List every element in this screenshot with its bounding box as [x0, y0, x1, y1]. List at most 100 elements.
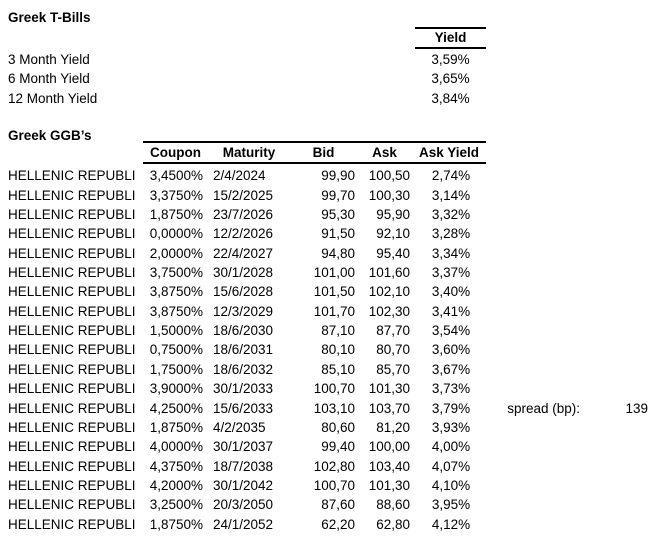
ggb-bond-row: HELLENIC REPUBLI 3,2500% 20/3/2050 87,60 88,… [0, 495, 659, 514]
bond-maturity: 30/1/2033 [213, 381, 274, 397]
tbill-row: 3 Month Yield 3,59% [0, 50, 659, 69]
bond-ask-yield: 3,37% [431, 265, 471, 281]
bond-name: HELLENIC REPUBLI [8, 419, 136, 435]
bond-bid: 99,90 [321, 168, 355, 184]
bond-maturity: 12/3/2029 [213, 303, 274, 319]
bond-maturity: 2/4/2024 [213, 168, 266, 184]
tbill-label: 3 Month Yield [8, 52, 90, 67]
bond-ask-yield: 3,34% [431, 245, 471, 261]
bond-coupon: 3,4500% [149, 168, 203, 184]
bond-maturity: 18/6/2031 [213, 342, 274, 358]
ggb-bond-row: HELLENIC REPUBLI 1,8750% 23/7/2026 95,30 95,… [0, 205, 659, 224]
bond-coupon: 4,2000% [149, 477, 203, 493]
ggb-bond-row: HELLENIC REPUBLI 3,3750% 15/2/2025 99,70 100… [0, 186, 659, 205]
bond-ask: 80,70 [376, 342, 410, 358]
bond-maturity: 20/3/2050 [213, 497, 274, 513]
bond-bid: 94,80 [321, 245, 355, 261]
bond-name: HELLENIC REPUBLI [8, 245, 136, 261]
column-header-coupon: Coupon [150, 145, 201, 160]
bond-coupon: 4,3750% [149, 458, 203, 474]
bond-ask: 95,40 [376, 245, 410, 261]
bond-ask: 100,00 [368, 439, 410, 455]
bond-name: HELLENIC REPUBLI [8, 477, 136, 493]
bond-bid: 80,10 [321, 342, 355, 358]
bond-ask-yield: 3,93% [431, 419, 471, 435]
column-header-bid: Bid [312, 145, 335, 160]
bond-maturity: 15/6/2033 [213, 400, 274, 416]
bond-ask: 62,80 [376, 516, 410, 532]
bond-ask-yield: 3,79% [431, 400, 471, 416]
bond-maturity: 24/1/2052 [213, 516, 274, 532]
bond-ask: 103,70 [368, 400, 410, 416]
bond-coupon: 1,7500% [149, 361, 203, 377]
tbill-yield-value: 3,84% [431, 90, 470, 106]
bond-coupon: 4,2500% [149, 400, 203, 416]
bond-coupon: 3,3750% [149, 187, 203, 203]
ggb-header-row: Coupon Maturity Bid Ask Ask Yield [143, 141, 486, 164]
bond-ask-yield: 3,73% [431, 381, 471, 397]
bond-ask: 81,20 [376, 419, 410, 435]
ggb-bond-row: HELLENIC REPUBLI 3,4500% 2/4/2024 99,90 100,… [0, 166, 659, 185]
ggb-bond-row: HELLENIC REPUBLI 2,0000% 22/4/2027 94,80 95,… [0, 244, 659, 263]
tbill-label: 6 Month Yield [8, 71, 90, 87]
bond-maturity: 18/6/2032 [213, 361, 274, 377]
tbill-row: 6 Month Yield 3,65% [0, 69, 659, 88]
bond-ask-yield: 3,95% [431, 497, 471, 513]
bond-ask-yield: 3,14% [431, 187, 471, 203]
bond-coupon: 3,8750% [149, 303, 203, 319]
column-header-ask-yield: Ask Yield [418, 145, 480, 160]
spread-value: 139 [625, 400, 648, 416]
bond-coupon: 0,7500% [149, 342, 203, 358]
bond-bid: 101,50 [313, 284, 355, 300]
ggb-bond-row: HELLENIC REPUBLI 3,8750% 12/3/2029 101,70 10… [0, 302, 659, 321]
bond-name: HELLENIC REPUBLI [8, 342, 136, 358]
bond-bid: 91,50 [321, 226, 355, 242]
bond-ask: 100,30 [368, 187, 410, 203]
bond-bid: 87,60 [321, 497, 355, 513]
bond-ask-yield: 3,32% [431, 207, 471, 222]
ggb-bond-row: HELLENIC REPUBLI 1,5000% 18/6/2030 87,10 87,… [0, 321, 659, 340]
bond-bid: 101,70 [313, 303, 355, 319]
bond-ask-yield: 3,67% [431, 361, 471, 377]
bond-coupon: 3,8750% [149, 284, 203, 300]
bond-name: HELLENIC REPUBLI [8, 381, 136, 397]
bond-bid: 87,10 [321, 323, 355, 339]
bond-maturity: 30/1/2037 [213, 439, 274, 455]
ggb-bond-row: HELLENIC REPUBLI 1,8750% 24/1/2052 62,20 62,… [0, 515, 659, 534]
ggb-bond-row: HELLENIC REPUBLI 3,7500% 30/1/2028 101,00 10… [0, 263, 659, 282]
bond-coupon: 1,8750% [149, 419, 203, 435]
bond-ask: 85,70 [376, 361, 410, 377]
bond-ask-yield: 2,74% [431, 168, 471, 184]
bond-bid: 100,70 [313, 381, 355, 397]
bond-maturity: 4/2/2035 [213, 419, 266, 435]
bond-maturity: 30/1/2028 [213, 265, 274, 281]
ggb-section-title: Greek GGB’s [8, 128, 92, 143]
ggb-bond-row: HELLENIC REPUBLI 4,3750% 18/7/2038 102,80 10… [0, 457, 659, 476]
bond-ask-yield: 4,10% [431, 477, 471, 493]
ggb-bond-row: HELLENIC REPUBLI 4,0000% 30/1/2037 99,40 100… [0, 437, 659, 456]
tbill-yield-value: 3,59% [431, 52, 470, 67]
bond-name: HELLENIC REPUBLI [8, 458, 136, 474]
tbill-yield-value: 3,65% [431, 71, 470, 87]
bond-ask-yield: 4,00% [431, 439, 471, 455]
ggb-bond-row: HELLENIC REPUBLI 3,8750% 15/6/2028 101,50 10… [0, 282, 659, 301]
bond-name: HELLENIC REPUBLI [8, 361, 136, 377]
bond-ask: 88,60 [376, 497, 410, 513]
ggb-bond-row: HELLENIC REPUBLI 1,7500% 18/6/2032 85,10 85,… [0, 360, 659, 379]
bond-ask: 87,70 [376, 323, 410, 339]
bond-bid: 99,70 [321, 187, 355, 203]
bond-ask-yield: 4,12% [431, 516, 471, 532]
bond-ask-yield: 3,40% [431, 284, 471, 300]
bond-bid: 95,30 [321, 207, 355, 222]
bond-maturity: 18/7/2038 [213, 458, 274, 474]
ggb-bond-row: HELLENIC REPUBLI 1,8750% 4/2/2035 80,60 81,2… [0, 418, 659, 437]
bond-ask-yield: 4,07% [431, 458, 471, 474]
bond-coupon: 1,8750% [149, 516, 203, 532]
bond-name: HELLENIC REPUBLI [8, 168, 136, 184]
bond-bid: 85,10 [321, 361, 355, 377]
ggb-bond-row: HELLENIC REPUBLI 0,0000% 12/2/2026 91,50 92,… [0, 224, 659, 243]
ggb-bond-row: HELLENIC REPUBLI 4,2000% 30/1/2042 100,70 10… [0, 476, 659, 495]
bond-coupon: 4,0000% [149, 439, 203, 455]
bond-ask: 101,30 [368, 381, 410, 397]
